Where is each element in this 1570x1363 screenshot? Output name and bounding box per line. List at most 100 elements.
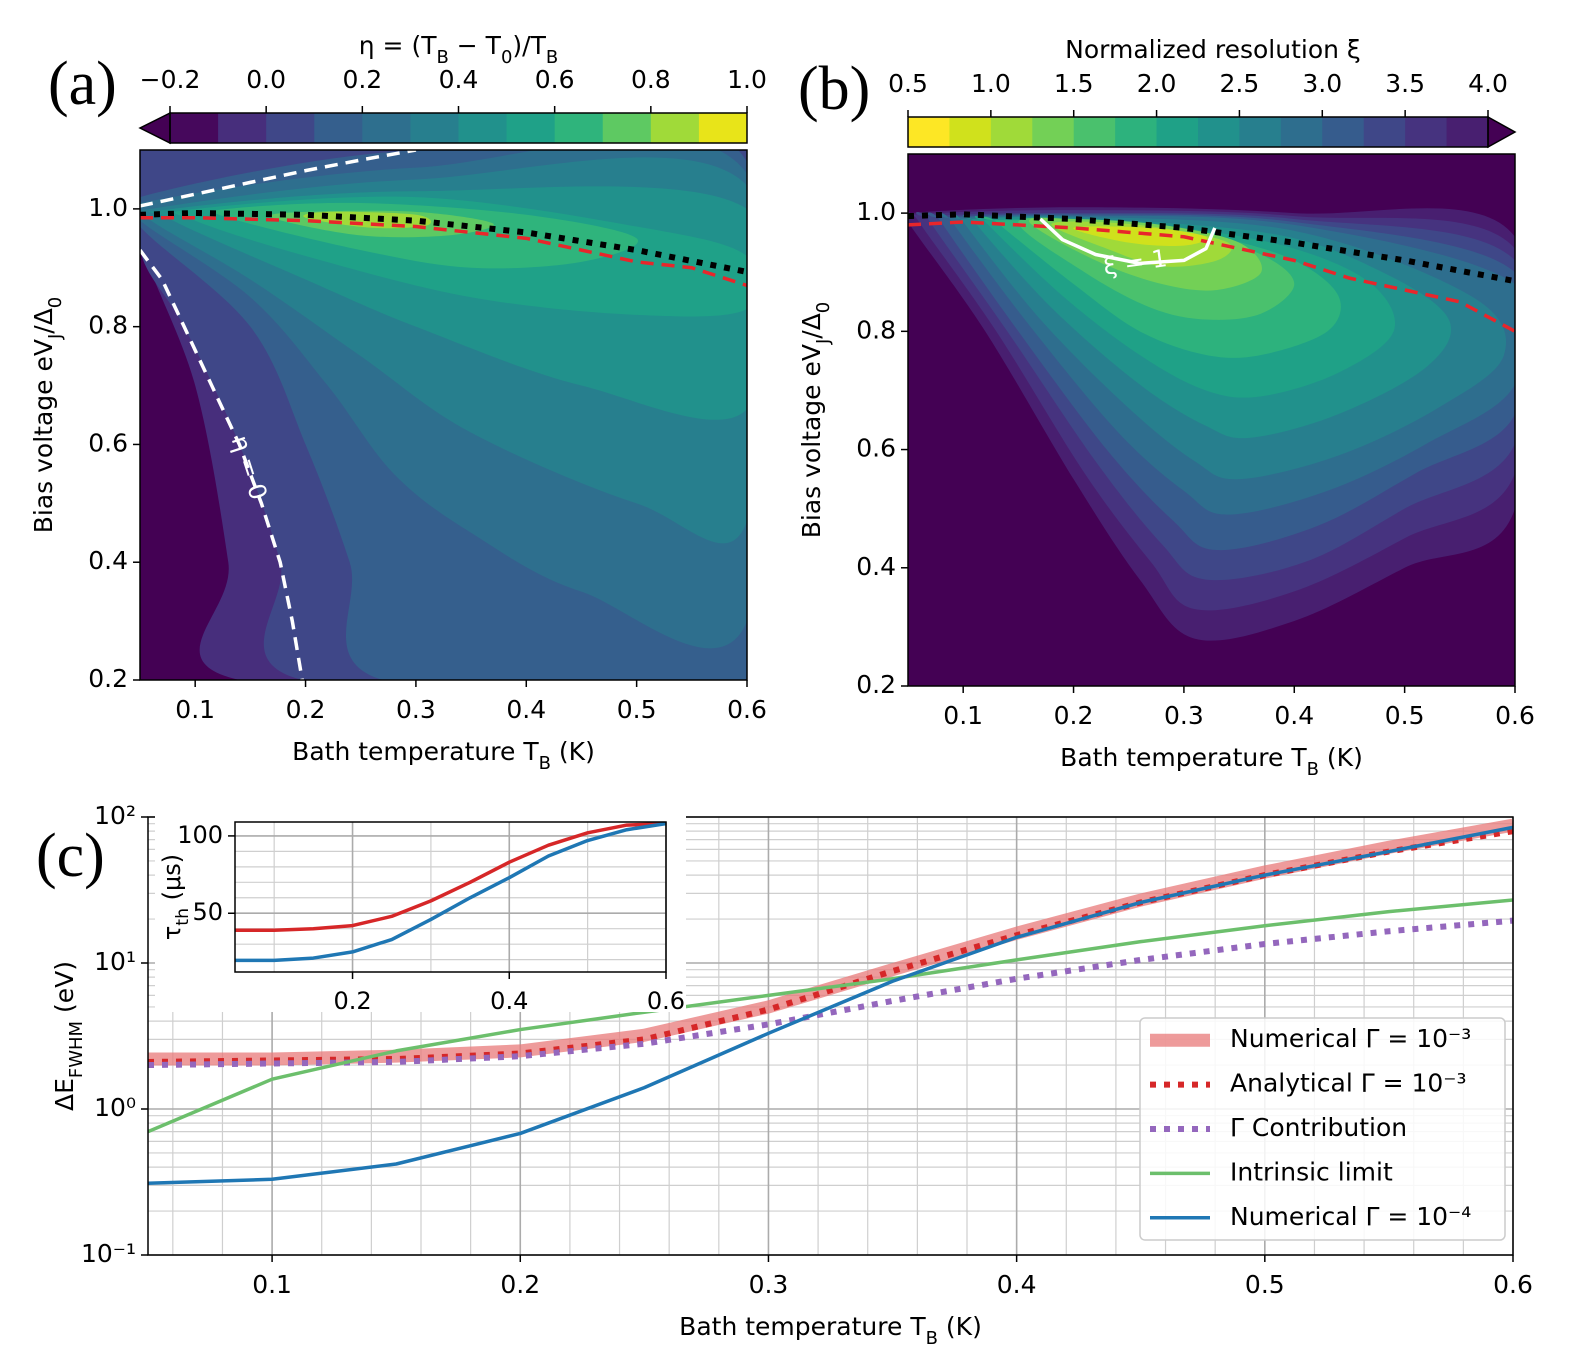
colorbar-frame — [907, 116, 1489, 148]
y-tick-label: 50 — [192, 898, 223, 926]
panel-label: (b) — [798, 55, 870, 123]
colorbar-tick-label: 1.0 — [971, 69, 1011, 98]
axes-frame — [147, 816, 1514, 1256]
y-tick-label: 0.6 — [856, 434, 896, 463]
x-tick-label: 0.3 — [1164, 701, 1204, 730]
panel-label: (a) — [48, 50, 117, 118]
y-tick-label: 1.0 — [856, 197, 896, 226]
contour-line — [908, 220, 1515, 333]
x-tick-label: 0.3 — [749, 1270, 789, 1299]
colorbar-bin — [1115, 117, 1158, 147]
colorbar-bin — [170, 113, 219, 143]
y-tick-label: 0.2 — [88, 664, 128, 693]
inset-line — [235, 822, 666, 932]
plot-area — [908, 154, 1515, 686]
x-tick-label: 0.6 — [1493, 1270, 1533, 1299]
colorbar-bin — [266, 113, 315, 143]
colorbar-bin — [1032, 117, 1075, 147]
colorbar-tick-label: 0.8 — [631, 65, 671, 94]
x-tick-label: 0.5 — [1385, 701, 1425, 730]
colorbar-bin — [990, 117, 1033, 147]
axes-frame — [139, 149, 748, 681]
colorbar-tick-label: 2.0 — [1137, 69, 1177, 98]
x-axis-label: Bath temperature TB (K) — [292, 737, 595, 774]
colorbar-bin — [1198, 117, 1240, 147]
x-tick-label: 0.4 — [997, 1270, 1037, 1299]
y-axis-label: Bias voltage eVJ/Δ0 — [797, 302, 834, 539]
colorbar-bin — [1405, 117, 1448, 147]
colorbar-bin — [1239, 117, 1282, 147]
colorbar-bin — [458, 113, 508, 143]
x-tick-label: 0.2 — [500, 1270, 540, 1299]
y-tick-label: 10⁰ — [94, 1093, 136, 1122]
colorbar-bin — [410, 113, 459, 143]
plot-area — [148, 818, 1513, 1186]
x-tick-label: 0.3 — [396, 695, 436, 724]
plot-area — [140, 150, 747, 680]
colorbar-tick-label: 2.5 — [1220, 69, 1260, 98]
y-tick-label: 0.6 — [88, 428, 128, 457]
x-tick-label: 0.4 — [1274, 701, 1314, 730]
contour-line — [140, 249, 304, 680]
colorbar-tick-label: 0.5 — [888, 69, 928, 98]
x-tick-label: 0.5 — [1245, 1270, 1285, 1299]
legend-label: Analytical Γ = 10⁻³ — [1230, 1069, 1467, 1098]
colorbar-bin — [1073, 117, 1116, 147]
colorbar-bin — [1322, 117, 1365, 147]
colorbar-tick-label: 3.0 — [1302, 69, 1342, 98]
y-tick-label: 0.4 — [88, 546, 128, 575]
colorbar-tick-label: 1.5 — [1054, 69, 1094, 98]
y-axis-label: τth (μs) — [158, 854, 193, 940]
x-tick-label: 0.6 — [1495, 701, 1535, 730]
colorbar-tick-label: 1.0 — [727, 65, 767, 94]
axes-frame — [907, 153, 1516, 687]
colorbar-bin — [949, 117, 992, 147]
x-tick-label: 0.2 — [286, 695, 326, 724]
x-tick-label: 0.2 — [1054, 701, 1094, 730]
contour-line — [1039, 217, 1217, 266]
x-tick-label: 0.2 — [333, 987, 371, 1015]
series-line — [148, 898, 1513, 1134]
colorbar-bin — [362, 113, 411, 143]
x-axis-label: Bath temperature TB (K) — [679, 1312, 982, 1349]
axes-frame — [234, 821, 667, 973]
colorbar-bin — [1280, 117, 1323, 147]
colorbar-tick-label: 0.0 — [246, 65, 286, 94]
plot-area — [235, 822, 666, 963]
colorbar-bin — [314, 113, 363, 143]
y-axis-label: ΔEFWHM (eV) — [50, 961, 87, 1111]
x-tick-label: 0.4 — [490, 987, 528, 1015]
y-tick-label: 0.8 — [856, 315, 896, 344]
contour-line — [140, 215, 747, 288]
inset-line — [235, 822, 666, 963]
colorbar-tick-label: 0.6 — [535, 65, 575, 94]
colorbar-bin — [554, 113, 604, 143]
colorbar-tick-label: −0.2 — [140, 65, 201, 94]
series-line — [148, 917, 1513, 1069]
legend-label: Numerical Γ = 10⁻³ — [1230, 1024, 1471, 1053]
x-tick-label: 0.4 — [506, 695, 546, 724]
y-tick-label: 1.0 — [88, 193, 128, 222]
y-tick-label: 10² — [94, 801, 136, 830]
colorbar-bin — [1363, 117, 1406, 147]
colorbar-bin — [218, 113, 267, 143]
x-tick-label: 0.5 — [617, 695, 657, 724]
legend-label: Intrinsic limit — [1230, 1157, 1393, 1186]
colorbar-bin — [908, 117, 950, 147]
x-tick-label: 0.6 — [647, 987, 685, 1015]
y-axis-label: Bias voltage eVJ/Δ0 — [29, 297, 66, 534]
legend-label: Γ Contribution — [1230, 1113, 1407, 1142]
legend-box — [1139, 1017, 1506, 1241]
x-tick-label: 0.6 — [727, 695, 767, 724]
contour-line — [140, 150, 417, 208]
colorbar-tick-label: 3.5 — [1385, 69, 1425, 98]
y-tick-label: 10⁻¹ — [81, 1239, 136, 1268]
series-line — [148, 825, 1513, 1186]
colorbar-bin — [506, 113, 556, 143]
colorbar-bin — [1156, 117, 1199, 147]
y-tick-label: 0.2 — [856, 670, 896, 699]
x-tick-label: 0.1 — [943, 701, 983, 730]
x-axis-label: Bath temperature TB (K) — [1060, 743, 1363, 780]
y-tick-label: 100 — [177, 821, 223, 849]
colorbar-tick-label: 4.0 — [1468, 69, 1508, 98]
